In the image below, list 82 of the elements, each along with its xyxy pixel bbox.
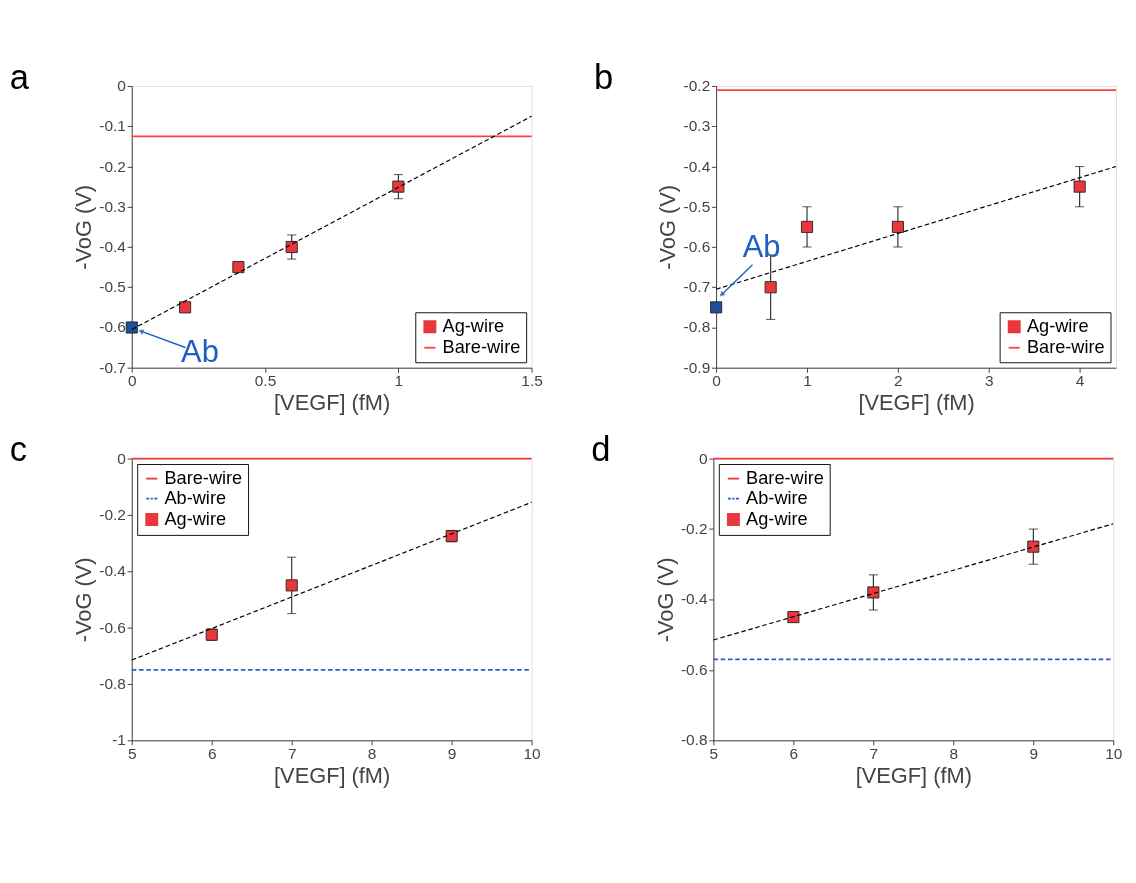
y-tick-label: -0.2 [99, 505, 126, 523]
x-tick-label: 7 [287, 744, 297, 762]
x-tick-label: 8 [949, 744, 959, 762]
x-tick-label: 7 [869, 744, 879, 762]
x-tick-label: 10 [523, 744, 541, 762]
y-tick-label: -0.5 [683, 197, 711, 215]
x-tick-label: 3 [984, 372, 994, 390]
y-tick-label: -0.4 [683, 157, 711, 175]
legend-label: Ag-wire [442, 316, 505, 337]
y-tick-label: -0.8 [683, 318, 711, 336]
x-tick-label: 5 [709, 744, 719, 762]
y-tick-label: -0.6 [99, 318, 126, 336]
legend-label: Bare-wire [442, 337, 521, 358]
x-tick-label: 10 [1105, 744, 1123, 762]
point [232, 261, 245, 274]
x-tick-label: 1 [394, 372, 404, 390]
point [891, 220, 904, 233]
y-tick-label: 0 [117, 77, 126, 95]
y-tick-label: -0.1 [99, 117, 126, 135]
annotation: Ab [181, 334, 219, 370]
chart-title: c [9, 430, 27, 469]
y-tick-label: -0.4 [99, 562, 127, 580]
legend-label: Ag-wire [746, 508, 808, 529]
y-tick-label: -0.2 [680, 520, 708, 538]
point [125, 321, 138, 334]
y-tick-label: -0.7 [683, 278, 711, 296]
y-tick-label: -0.4 [99, 238, 127, 255]
y-tick-label: -0.9 [683, 358, 711, 376]
legend-label: Ab-wire [746, 488, 808, 509]
point [285, 240, 298, 254]
y-tick-label: -0.6 [99, 618, 126, 636]
y-tick-label: -0.8 [680, 731, 708, 749]
x-axis-title: [VEGF] (fM) [274, 762, 391, 788]
y-tick-label: 0 [698, 449, 708, 467]
y-tick-label: -0.7 [99, 358, 126, 376]
x-tick-label: 4 [1075, 372, 1085, 390]
y-axis-title: -VoG (V) [71, 184, 97, 270]
point [800, 220, 814, 233]
y-tick-label: -0.2 [683, 77, 711, 95]
legend-label: Ag-wire [164, 508, 227, 529]
y-tick-label: -0.3 [683, 117, 711, 135]
point [787, 611, 800, 624]
y-tick-label: -0.6 [680, 660, 708, 678]
x-tick-label: 2 [894, 372, 903, 390]
legend-label: Bare-wire [746, 468, 824, 489]
x-tick-label: 9 [447, 744, 457, 762]
y-tick-label: -0.5 [99, 278, 126, 296]
point [1027, 540, 1040, 553]
y-tick-label: -0.8 [99, 675, 126, 692]
legend-label: Bare-wire [164, 468, 243, 489]
point [764, 281, 777, 294]
y-tick-label: -1 [112, 731, 126, 749]
point [1073, 180, 1086, 193]
y-tick-label: -0.6 [683, 238, 711, 255]
legend-label: Bare-wire [1026, 337, 1105, 358]
legend-label: Ab-wire [164, 488, 227, 509]
x-tick-label: 1.5 [521, 372, 543, 390]
point [710, 301, 723, 314]
annotation: Ab [742, 229, 781, 265]
chart-title: d [591, 430, 611, 469]
x-tick-label: 0.5 [254, 372, 277, 390]
y-axis-title: -VoG (V) [652, 557, 678, 643]
x-tick-label: 8 [367, 744, 377, 762]
y-tick-label: 0 [117, 449, 126, 467]
x-axis-title: [VEGF] (fM) [855, 762, 972, 788]
y-tick-label: -0.3 [99, 197, 126, 215]
point [285, 579, 298, 592]
y-axis-title: -VoG (V) [71, 557, 97, 643]
x-tick-label: 6 [207, 744, 217, 762]
y-axis-title: -VoG (V) [655, 184, 681, 270]
point [179, 301, 192, 314]
x-axis-title: [VEGF] (fM) [274, 390, 391, 415]
x-axis-title: [VEGF] (fM) [858, 390, 975, 415]
y-tick-label: -0.4 [680, 590, 708, 608]
chart-title: b [594, 57, 614, 96]
y-tick-label: -0.2 [99, 157, 126, 175]
chart-title: a [9, 57, 30, 96]
x-tick-label: 9 [1029, 744, 1039, 762]
x-tick-label: 6 [789, 744, 799, 762]
x-tick-label: 5 [127, 744, 137, 762]
x-tick-label: 1 [803, 372, 812, 390]
legend-label: Ag-wire [1026, 316, 1089, 337]
